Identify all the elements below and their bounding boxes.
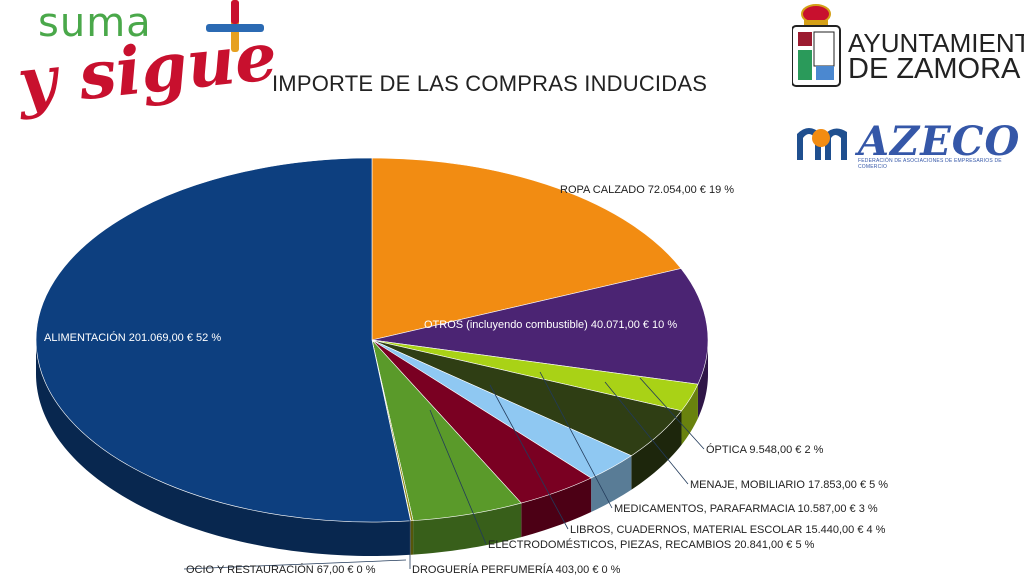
data-label-otros-incluyendo-combustible: OTROS (incluyendo combustible) 40.071,00…	[424, 319, 677, 331]
ayuntamiento-line2: DE ZAMORA	[848, 53, 1021, 85]
data-label-alimentacion: ALIMENTACIÓN 201.069,00 € 52 %	[44, 331, 221, 344]
data-label-drogueria-perfumeria: DROGUERÍA PERFUMERÍA 403,00 € 0 %	[412, 563, 621, 576]
data-label-menaje-mobiliario: MENAJE, MOBILIARIO 17.853,00 € 5 %	[690, 479, 888, 491]
pie-leader-lines	[183, 371, 705, 570]
leader-line-ocio-y-restauracion	[183, 559, 407, 570]
azeco-emblem-icon	[797, 128, 847, 160]
pie-side-electrodomesticos-piezas-recambios	[413, 503, 522, 555]
pie-tops	[35, 157, 709, 523]
pie-slice-alimentacion	[35, 157, 411, 523]
data-label-libros-cuadernos-material-escolar: LIBROS, CUADERNOS, MATERIAL ESCOLAR 15.4…	[570, 524, 886, 536]
ayuntamiento-line1: AYUNTAMIENTO	[848, 28, 1024, 58]
data-label-optica: ÓPTICA 9.548,00 € 2 %	[706, 443, 824, 456]
pie-side-menaje-mobiliario	[631, 410, 682, 490]
leader-line-libros-cuadernos-material-escolar	[489, 384, 569, 530]
suma-logo-text: suma	[38, 0, 152, 46]
leader-line-optica	[639, 377, 705, 450]
leader-line-medicamentos-parafarmacia	[539, 371, 613, 509]
pie-side-medicamentos-parafarmacia	[591, 455, 632, 512]
plus-vertical-top	[231, 0, 239, 24]
leader-line-menaje-mobiliario	[604, 381, 689, 485]
pie-side-drogueria-perfumeria	[410, 520, 414, 555]
leader-line-electrodomesticos-piezas-recambios	[429, 409, 487, 545]
plus-horizontal-bar	[206, 24, 264, 32]
pie-labels: ROPA CALZADO 72.054,00 € 19 % OTROS (incl…	[44, 184, 888, 576]
chart-title: IMPORTE DE LAS COMPRAS INDUCIDAS	[272, 71, 708, 96]
data-label-ocio-y-restauracion: OCIO Y RESTAURACIÓN 67,00 € 0 %	[186, 563, 376, 576]
azeco-logo-text: AZECO	[858, 118, 1021, 165]
data-label-medicamentos-parafarmacia: MEDICAMENTOS, PARAFARMACIA 10.587,00 € 3…	[614, 503, 878, 515]
pie-side-alimentacion	[36, 340, 411, 556]
data-label-ropa-calzado: ROPA CALZADO 72.054,00 € 19 %	[560, 184, 734, 196]
ayuntamiento-logo-text: AYUNTAMIENTO DE ZAMORA	[848, 28, 1024, 85]
zamora-coat-of-arms-icon	[792, 4, 841, 87]
data-label-electrodomesticos-piezas-recambios: ELECTRODOMÉSTICOS, PIEZAS, RECAMBIOS 20.…	[488, 538, 815, 551]
pie-side-optica	[681, 384, 698, 445]
pie-slice-ropa-calzado	[371, 157, 682, 341]
azeco-subtitle: FEDERACIÓN DE ASOCIACIONES DE EMPRESARIO…	[858, 158, 1002, 170]
pie-slice-otros-incluyendo-combustible	[371, 268, 709, 385]
pie-side-otros-incluyendo-combustible	[697, 340, 708, 419]
